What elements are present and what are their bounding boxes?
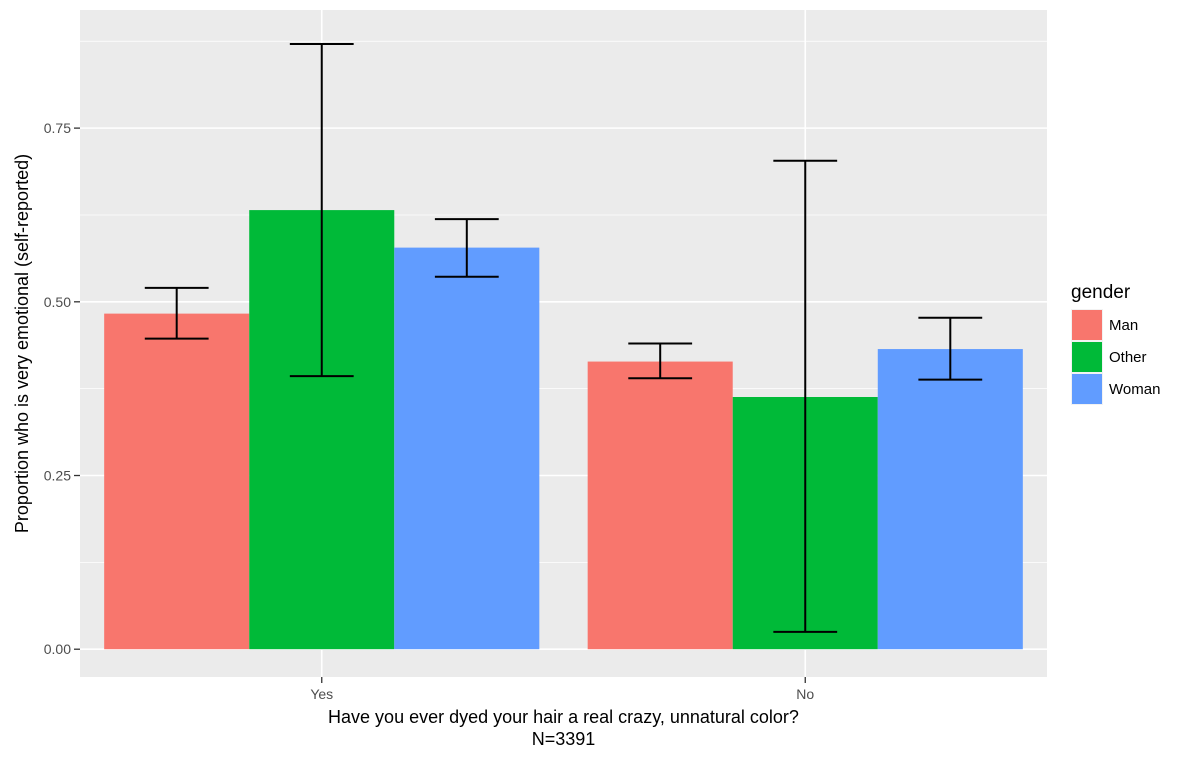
x-axis-subtitle: N=3391 <box>532 729 596 749</box>
legend-key-other <box>1072 342 1102 372</box>
y-axis-title: Proportion who is very emotional (self-r… <box>12 154 32 533</box>
error-bar-man-yes <box>144 286 209 340</box>
error-bars <box>144 43 983 633</box>
y-tick-label: 0.25 <box>44 468 71 484</box>
legend: gender Man Other Woman <box>1071 282 1160 405</box>
legend-title: gender <box>1071 282 1131 303</box>
error-bar-woman-no <box>918 316 983 381</box>
y-axis: 0.00 0.25 0.50 0.75 <box>44 120 80 657</box>
bars <box>104 210 1023 650</box>
y-tick-label: 0.00 <box>44 641 71 657</box>
x-axis-title: Have you ever dyed your hair a real craz… <box>328 707 799 727</box>
error-bar-other-yes <box>289 43 354 378</box>
legend-label-man: Man <box>1109 317 1138 334</box>
x-tick-label: Yes <box>310 686 333 702</box>
legend-label-woman: Woman <box>1109 381 1160 398</box>
bar-woman-no <box>877 349 1023 650</box>
y-tick-label: 0.75 <box>44 120 71 136</box>
error-bar-man-no <box>628 342 693 380</box>
y-tick-label: 0.50 <box>44 294 71 310</box>
error-bar-woman-yes <box>434 218 499 278</box>
legend-key-man <box>1072 310 1102 340</box>
bar-man-no <box>587 361 733 650</box>
x-tick-label: No <box>796 686 814 702</box>
error-bar-other-no <box>773 159 838 633</box>
bar-man-yes <box>104 313 250 650</box>
x-axis: Yes No <box>310 677 814 702</box>
bar-woman-yes <box>394 247 540 650</box>
legend-key-woman <box>1072 374 1102 404</box>
legend-label-other: Other <box>1109 349 1147 366</box>
